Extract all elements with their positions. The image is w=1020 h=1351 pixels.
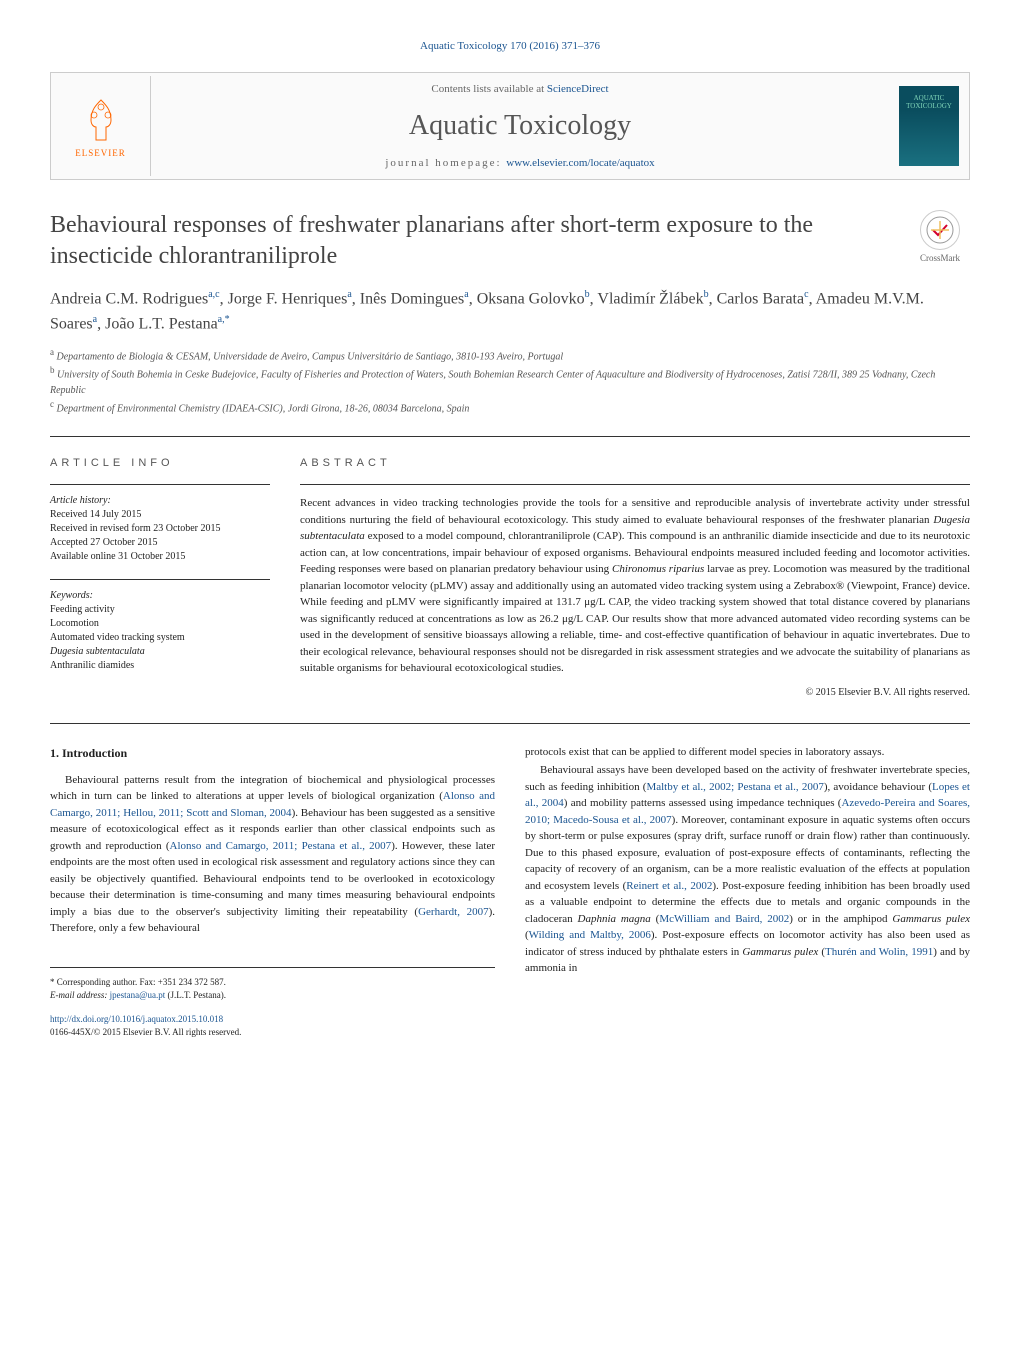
doi-line: http://dx.doi.org/10.1016/j.aquatox.2015… [50,1013,495,1040]
abstract-header: abstract [300,457,970,469]
paragraph: Behavioural assays have been developed b… [525,762,970,977]
corr-label: * Corresponding author. Fax: +351 234 37… [50,976,495,990]
issn: 0166-445X/© 2015 Elsevier B.V. All right… [50,1027,241,1037]
crossmark-label: CrossMark [910,253,970,263]
keywords-section: Keywords: Feeding activityLocomotionAuto… [50,590,270,673]
publisher-logo-area: ELSEVIER [51,76,151,176]
corresponding-author: * Corresponding author. Fax: +351 234 37… [50,967,495,1003]
journal-cover-area: AQUATIC TOXICOLOGY [889,76,969,176]
section-heading: 1. Introduction [50,744,495,762]
journal-title: Aquatic Toxicology [161,110,879,142]
authors: Andreia C.M. Rodriguesa,c, Jorge F. Henr… [50,287,970,336]
keyword-line: Locomotion [50,617,270,631]
affiliation-line: a Departamento de Biologia & CESAM, Univ… [50,346,970,364]
keyword-line: Feeding activity [50,603,270,617]
affiliation-line: b University of South Bohemia in Ceske B… [50,364,970,397]
info-abstract-row: article info Article history: Received 1… [50,457,970,698]
contents-available: Contents lists available at ScienceDirec… [161,83,879,95]
column-left: 1. Introduction Behavioural patterns res… [50,744,495,1040]
journal-header-box: ELSEVIER Contents lists available at Sci… [50,72,970,180]
cover-title-1: AQUATIC [914,94,945,102]
paragraph: protocols exist that can be applied to d… [525,744,970,761]
journal-homepage: journal homepage: www.elsevier.com/locat… [161,157,879,169]
column-right: protocols exist that can be applied to d… [525,744,970,1040]
email-label: E-mail address: [50,990,110,1000]
body-columns: 1. Introduction Behavioural patterns res… [50,744,970,1040]
keyword-line: Automated video tracking system [50,631,270,645]
email-line: E-mail address: jpestana@ua.pt (J.L.T. P… [50,989,495,1003]
crossmark-icon [920,210,960,250]
abstract-text: Recent advances in video tracking techno… [300,495,970,677]
divider [50,436,970,437]
copyright: © 2015 Elsevier B.V. All rights reserved… [300,687,970,698]
sciencedirect-link[interactable]: ScienceDirect [547,83,609,95]
elsevier-tree-icon [76,95,126,145]
history-label: Article history: [50,495,270,506]
article-info-header: article info [50,457,270,469]
journal-cover: AQUATIC TOXICOLOGY [899,86,959,166]
journal-reference: Aquatic Toxicology 170 (2016) 371–376 [50,40,970,52]
history-line: Received in revised form 23 October 2015 [50,522,270,536]
cover-title-2: TOXICOLOGY [906,102,952,110]
history-line: Available online 31 October 2015 [50,550,270,564]
keywords-label: Keywords: [50,590,270,601]
elsevier-logo: ELSEVIER [66,86,136,166]
divider [50,723,970,724]
email-link[interactable]: jpestana@ua.pt [110,990,166,1000]
doi-link[interactable]: http://dx.doi.org/10.1016/j.aquatox.2015… [50,1014,223,1024]
contents-text: Contents lists available at [431,83,546,95]
crossmark-badge[interactable]: CrossMark [910,210,970,263]
keyword-line: Dugesia subtentaculata [50,645,270,659]
article-header: Behavioural responses of freshwater plan… [50,210,970,416]
email-name: (J.L.T. Pestana). [165,990,226,1000]
elsevier-text: ELSEVIER [75,148,126,158]
article-info: article info Article history: Received 1… [50,457,270,698]
homepage-link[interactable]: www.elsevier.com/locate/aquatox [506,157,654,169]
affiliation-line: c Department of Environmental Chemistry … [50,398,970,416]
abstract-section: abstract Recent advances in video tracki… [300,457,970,698]
header-center: Contents lists available at ScienceDirec… [151,73,889,179]
history-line: Received 14 July 2015 [50,508,270,522]
affiliations: a Departamento de Biologia & CESAM, Univ… [50,346,970,416]
article-title: Behavioural responses of freshwater plan… [50,210,890,272]
history-line: Accepted 27 October 2015 [50,536,270,550]
paragraph: Behavioural patterns result from the int… [50,772,495,937]
homepage-label: journal homepage: [385,157,506,169]
article-history: Article history: Received 14 July 2015Re… [50,495,270,564]
keyword-line: Anthranilic diamides [50,659,270,673]
